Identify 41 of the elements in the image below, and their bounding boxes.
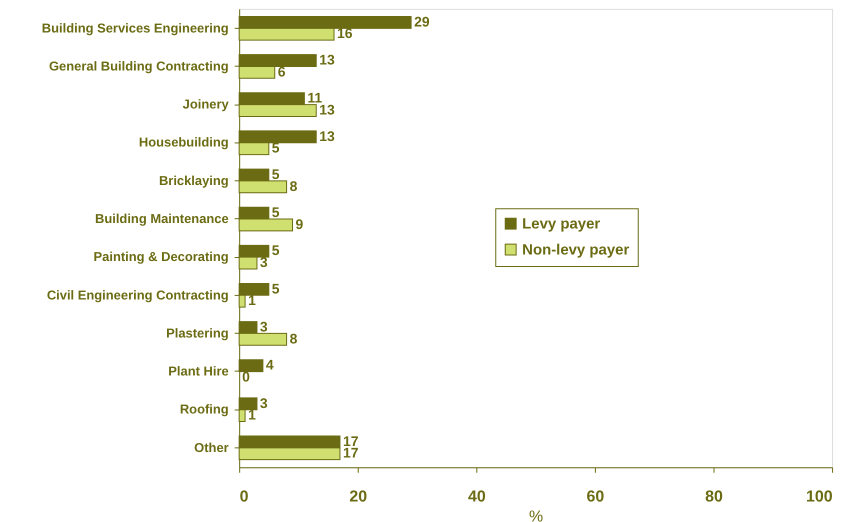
y-tick-label: Joinery <box>182 96 230 112</box>
data-label: 13 <box>319 52 335 68</box>
legend-label: Levy payer <box>522 216 600 233</box>
data-label: 5 <box>272 140 280 156</box>
x-tick-label: 20 <box>349 488 368 506</box>
data-label: 5 <box>272 204 280 220</box>
data-label: 5 <box>272 280 280 296</box>
data-label: 16 <box>337 25 353 42</box>
x-tick-label: 60 <box>586 488 604 506</box>
y-tick-label: Housebuilding <box>138 134 229 150</box>
y-tick-label: Building Maintenance <box>94 211 229 226</box>
x-tick-label: 0 <box>240 488 249 506</box>
y-tick-label: Painting & Decorating <box>94 249 229 264</box>
data-label: 3 <box>260 254 268 270</box>
data-label: 9 <box>296 216 304 232</box>
x-tick-label: 40 <box>468 488 486 506</box>
y-tick-label: Other <box>194 440 229 455</box>
x-tick-label: 100 <box>806 488 833 506</box>
y-tick-label: Plastering <box>166 325 229 340</box>
data-label: 1 <box>248 406 256 423</box>
data-label: 8 <box>290 330 298 346</box>
y-tick-label: Building Services Engineering <box>42 20 229 36</box>
x-axis-title: % <box>529 508 544 522</box>
data-label: 0 <box>242 368 250 384</box>
data-label: 3 <box>260 394 268 411</box>
y-tick-label: Plant Hire <box>168 364 229 379</box>
data-label: 5 <box>272 242 280 258</box>
data-label: 29 <box>414 13 430 30</box>
data-label: 8 <box>290 178 298 194</box>
data-label: 6 <box>278 63 286 80</box>
data-label: 4 <box>266 356 274 373</box>
y-tick-label: Civil Engineering Contracting <box>46 287 229 302</box>
data-label: 3 <box>260 318 268 335</box>
y-tick-label: General Building Contracting <box>48 58 229 74</box>
y-tick-label: Bricklaying <box>158 172 229 188</box>
legend-label: Non-levy payer <box>522 242 630 259</box>
data-label: 1 <box>248 292 256 308</box>
y-tick-label: Roofing <box>180 402 229 417</box>
data-label: 13 <box>319 128 335 144</box>
data-label: 5 <box>272 166 280 182</box>
x-tick-label: 80 <box>705 488 723 506</box>
